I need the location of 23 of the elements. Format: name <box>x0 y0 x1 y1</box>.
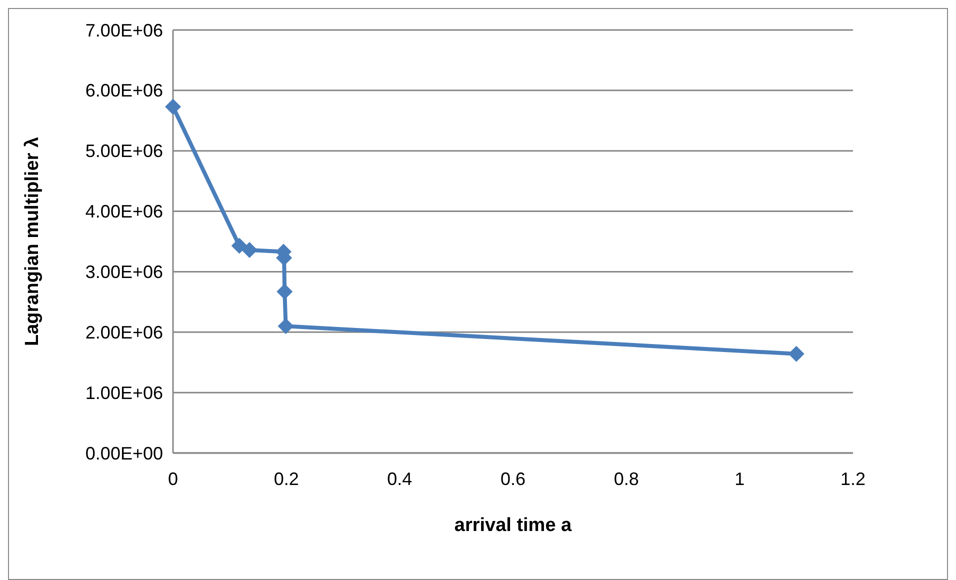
x-axis-title: arrival time a <box>454 515 572 536</box>
y-tick-label: 3.00E+06 <box>85 262 163 282</box>
x-tick-label: 0.2 <box>274 469 299 489</box>
y-axis-title: Lagrangian multiplier λ <box>22 136 43 346</box>
point <box>276 284 293 300</box>
y-tick-label: 6.00E+06 <box>85 80 163 101</box>
y-tick-label: 1.00E+06 <box>85 382 163 403</box>
x-tick-label: 1 <box>734 469 745 489</box>
x-tick-label: 0.4 <box>387 469 412 489</box>
x-tick-label: 0 <box>168 469 178 489</box>
y-tick-label: 4.00E+06 <box>85 202 163 222</box>
point <box>278 318 294 334</box>
y-tick-label: 5.00E+06 <box>85 141 163 162</box>
x-tick-label: 1.2 <box>840 469 866 489</box>
x-tick-label: 0.8 <box>614 469 639 489</box>
y-tick-label: 7.00E+06 <box>85 20 163 40</box>
y-tick-label: 0.00E+00 <box>85 443 163 464</box>
point <box>231 238 248 254</box>
point <box>165 98 181 115</box>
point <box>788 346 804 362</box>
point <box>242 242 258 258</box>
y-tick-label: 2.00E+06 <box>85 322 163 342</box>
x-tick-label: 0.6 <box>500 469 526 489</box>
